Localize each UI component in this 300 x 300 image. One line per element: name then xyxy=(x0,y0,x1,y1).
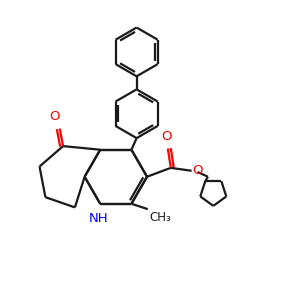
Text: O: O xyxy=(161,130,172,143)
Text: O: O xyxy=(49,110,60,123)
Text: CH₃: CH₃ xyxy=(149,211,171,224)
Text: NH: NH xyxy=(89,212,109,225)
Text: O: O xyxy=(193,164,203,177)
